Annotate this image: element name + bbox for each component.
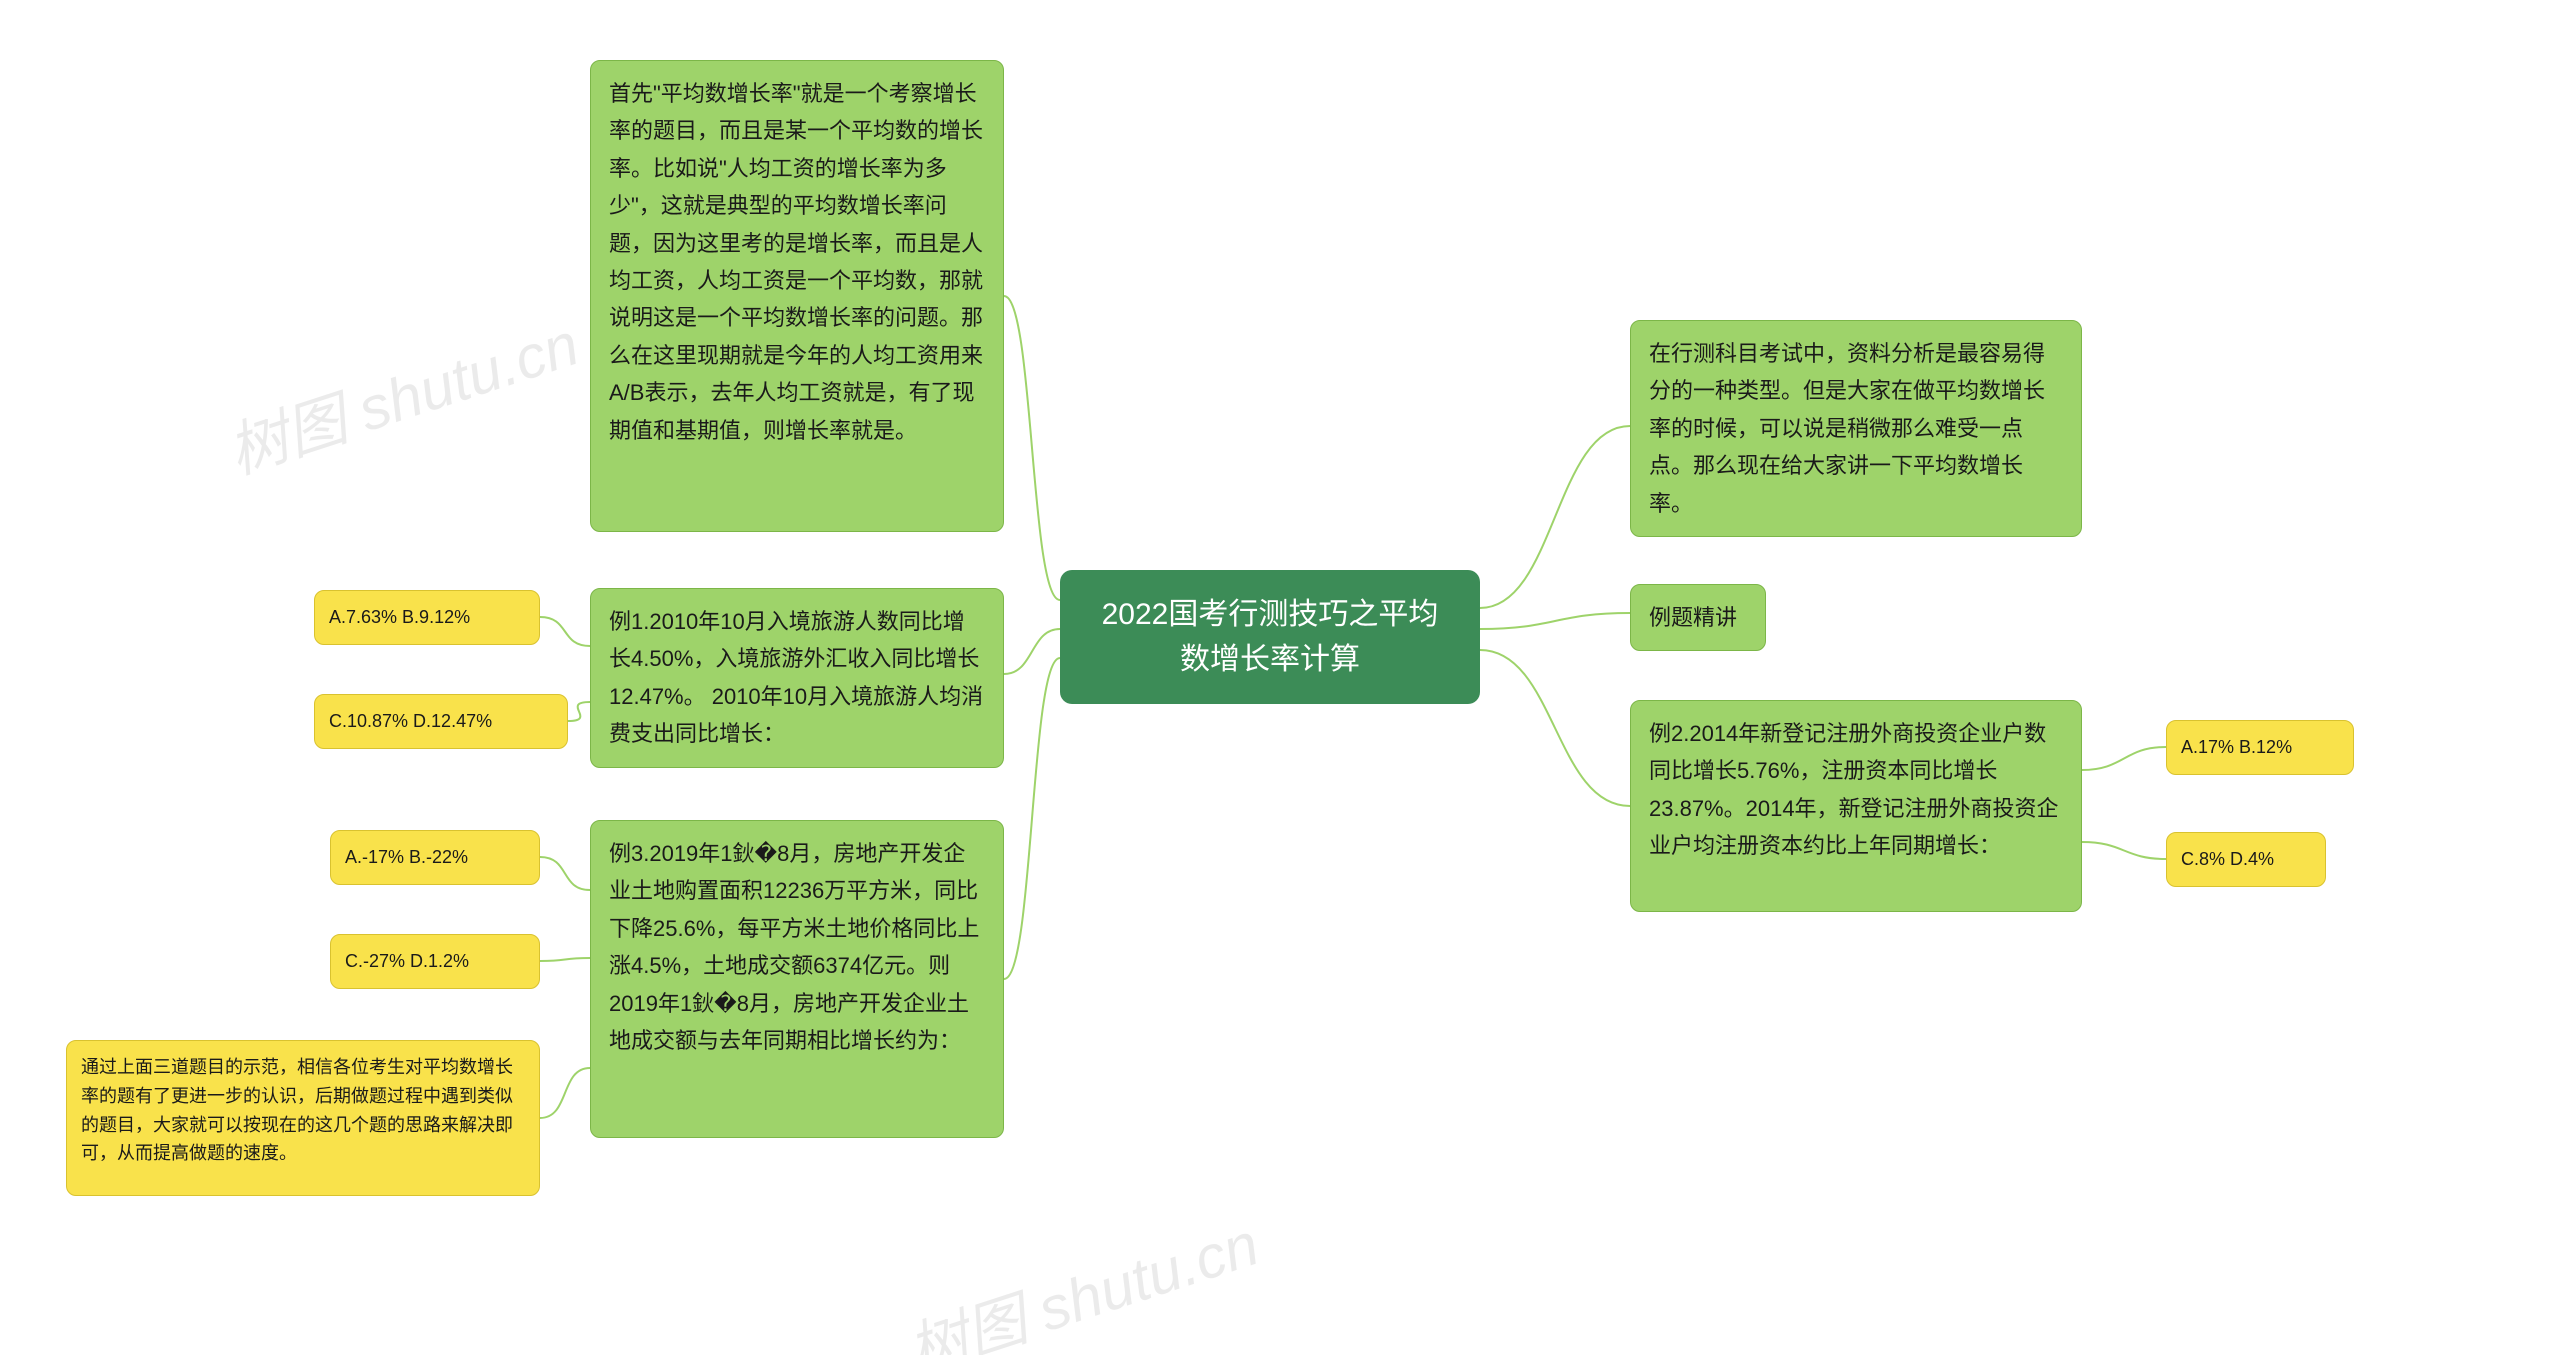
- example2-option-c-text: C.8% D.4%: [2181, 849, 2274, 869]
- conclusion-node[interactable]: 通过上面三道题目的示范，相信各位考生对平均数增长率的题有了更进一步的认识，后期做…: [66, 1040, 540, 1196]
- example2-text: 例2.2014年新登记注册外商投资企业户数同比增长5.76%，注册资本同比增长2…: [1649, 721, 2059, 858]
- connector-path: [1480, 426, 1630, 608]
- center-node[interactable]: 2022国考行测技巧之平均 数增长率计算: [1060, 570, 1480, 704]
- example1-option-c[interactable]: C.10.87% D.12.47%: [314, 694, 568, 749]
- left-explain-node[interactable]: 首先"平均数增长率"就是一个考察增长率的题目，而且是某一个平均数的增长率。比如说…: [590, 60, 1004, 532]
- center-line2: 数增长率计算: [1180, 643, 1360, 676]
- example2-option-c[interactable]: C.8% D.4%: [2166, 832, 2326, 887]
- example1-node[interactable]: 例1.2010年10月入境旅游人数同比增长4.50%，入境旅游外汇收入同比增长1…: [590, 588, 1004, 768]
- example2-option-a[interactable]: A.17% B.12%: [2166, 720, 2354, 775]
- connector-path: [2082, 842, 2166, 859]
- example2-option-a-text: A.17% B.12%: [2181, 737, 2292, 757]
- connector-path: [1004, 629, 1060, 674]
- connector-path: [1480, 650, 1630, 806]
- connector-path: [1480, 613, 1630, 629]
- example3-option-a-text: A.-17% B.-22%: [345, 847, 468, 867]
- example1-text: 例1.2010年10月入境旅游人数同比增长4.50%，入境旅游外汇收入同比增长1…: [609, 609, 983, 746]
- right-intro-text: 在行测科目考试中，资料分析是最容易得分的一种类型。但是大家在做平均数增长率的时候…: [1649, 341, 2045, 516]
- example3-option-c[interactable]: C.-27% D.1.2%: [330, 934, 540, 989]
- connector-path: [568, 702, 590, 721]
- example1-option-a[interactable]: A.7.63% B.9.12%: [314, 590, 540, 645]
- watermark: 树图 shutu.cn: [895, 1196, 1268, 1355]
- example3-text: 例3.2019年1鈥�8月，房地产开发企业土地购置面积12236万平方米，同比下…: [609, 841, 979, 1053]
- connector-path: [1004, 296, 1060, 600]
- watermark: 树图 shutu.cn: [215, 296, 588, 491]
- connector-path: [540, 1068, 590, 1118]
- connector-path: [1004, 658, 1060, 979]
- example1-option-c-text: C.10.87% D.12.47%: [329, 711, 492, 731]
- example1-option-a-text: A.7.63% B.9.12%: [329, 607, 470, 627]
- example3-option-a[interactable]: A.-17% B.-22%: [330, 830, 540, 885]
- example-label-text: 例题精讲: [1649, 605, 1737, 630]
- connector-path: [540, 617, 590, 646]
- example2-node[interactable]: 例2.2014年新登记注册外商投资企业户数同比增长5.76%，注册资本同比增长2…: [1630, 700, 2082, 912]
- example-label-node[interactable]: 例题精讲: [1630, 584, 1766, 651]
- example3-option-c-text: C.-27% D.1.2%: [345, 951, 469, 971]
- example3-node[interactable]: 例3.2019年1鈥�8月，房地产开发企业土地购置面积12236万平方米，同比下…: [590, 820, 1004, 1138]
- conclusion-text: 通过上面三道题目的示范，相信各位考生对平均数增长率的题有了更进一步的认识，后期做…: [81, 1057, 513, 1163]
- connector-path: [2082, 747, 2166, 770]
- right-intro-node[interactable]: 在行测科目考试中，资料分析是最容易得分的一种类型。但是大家在做平均数增长率的时候…: [1630, 320, 2082, 537]
- connector-path: [540, 857, 590, 890]
- left-explain-text: 首先"平均数增长率"就是一个考察增长率的题目，而且是某一个平均数的增长率。比如说…: [609, 81, 983, 443]
- connector-path: [540, 958, 590, 961]
- center-line1: 2022国考行测技巧之平均: [1102, 598, 1439, 631]
